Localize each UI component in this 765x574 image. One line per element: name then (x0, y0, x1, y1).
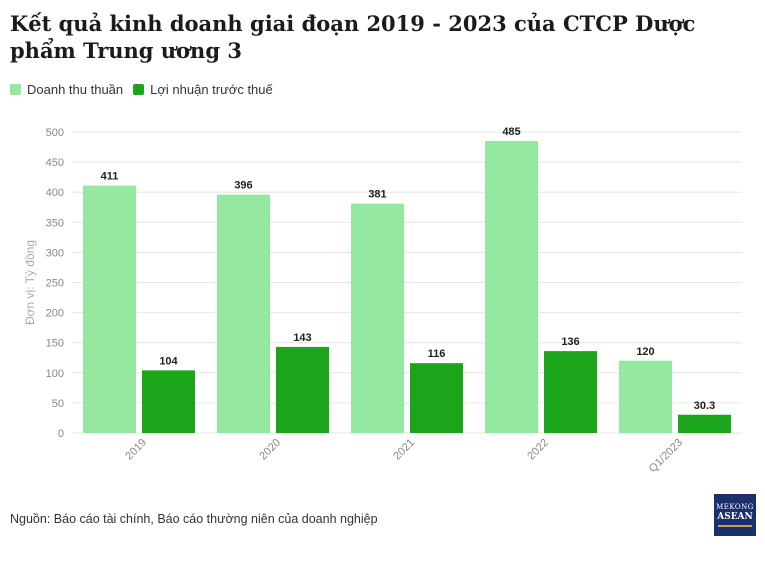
logo-text-bottom: ASEAN (717, 512, 753, 522)
y-tick-label: 0 (58, 428, 64, 440)
logo-underline (718, 525, 752, 527)
y-tick-label: 500 (46, 127, 64, 139)
bar-profit (276, 346, 329, 433)
chart-title: Kết quả kinh doanh giai đoạn 2019 - 2023… (10, 11, 696, 63)
legend-label-revenue: Doanh thu thuần (27, 82, 124, 97)
x-tick-label: 2021 (391, 437, 417, 463)
y-tick-label: 400 (46, 187, 64, 199)
legend-label-profit: Lợi nhuận trước thuế (150, 82, 273, 97)
logo-text-top: MEKONG (716, 503, 754, 511)
bar-profit (544, 351, 597, 433)
source-note: Nguồn: Báo cáo tài chính, Báo cáo thường… (10, 512, 378, 526)
data-label-revenue: 120 (636, 346, 654, 358)
data-label-revenue: 411 (101, 171, 119, 183)
y-tick-label: 250 (46, 278, 64, 290)
legend-item-profit[interactable]: Lợi nhuận trước thuế (133, 82, 273, 97)
data-label-profit: 116 (428, 348, 446, 360)
y-tick-label: 200 (46, 308, 64, 320)
legend-swatch-revenue (10, 84, 21, 95)
bar-revenue (351, 203, 404, 433)
data-label-profit: 136 (561, 336, 579, 348)
x-tick-label: 2019 (123, 437, 149, 463)
x-tick-label: 2022 (525, 437, 551, 463)
y-tick-label: 300 (46, 247, 64, 259)
y-tick-label: 450 (46, 157, 64, 169)
y-tick-label: 100 (46, 368, 64, 380)
legend: Doanh thu thuần Lợi nhuận trước thuế (10, 82, 283, 97)
data-label-revenue: 396 (234, 180, 252, 192)
mekong-asean-logo: MEKONG ASEAN (714, 494, 756, 536)
bar-revenue (619, 360, 672, 433)
bar-revenue (217, 194, 270, 433)
data-label-profit: 30.3 (694, 400, 715, 412)
bar-revenue (83, 185, 136, 433)
bar-profit (410, 363, 463, 433)
y-tick-label: 50 (52, 398, 64, 410)
legend-swatch-profit (133, 84, 145, 95)
y-tick-label: 350 (46, 217, 64, 229)
data-label-revenue: 485 (502, 126, 520, 138)
data-label-profit: 104 (159, 355, 178, 367)
bar-revenue (485, 141, 538, 433)
bar-profit (678, 414, 731, 433)
y-tick-label: 150 (46, 338, 64, 350)
y-axis-label: Đơn vị: Tỷ đồng (23, 240, 37, 325)
data-label-revenue: 381 (368, 189, 386, 201)
legend-item-revenue[interactable]: Doanh thu thuần (10, 82, 123, 97)
bar-profit (142, 370, 195, 433)
x-tick-label: Q1/2023 (647, 437, 685, 475)
data-label-profit: 143 (293, 332, 311, 344)
x-tick-label: 2020 (257, 437, 283, 463)
bar-chart: 0 50 100 150 200 250 300 350 400 450 500 Đơn vị: Tỷ… (23, 126, 742, 475)
